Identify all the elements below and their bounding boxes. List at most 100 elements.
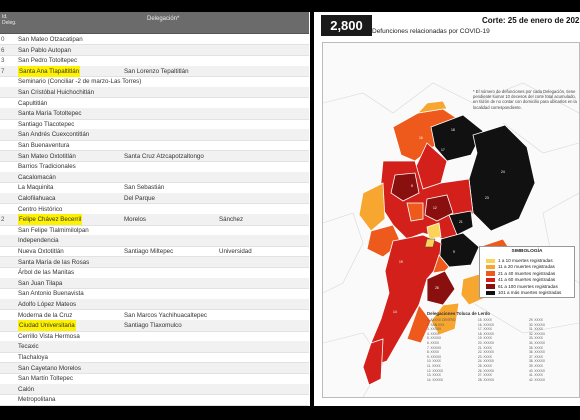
- map-frame: 24 23 21 17 18 5 12 9 19 14 28 16 * El número de…: [322, 42, 580, 398]
- choropleth-map: 24 23 21 17 18 5 12 9 19 14 28 16: [323, 82, 579, 397]
- legend-label: 21 a 40 muertes registradas: [498, 270, 556, 276]
- delegation-entry: 10. XXXX: [427, 359, 441, 364]
- delegation-entry: 19. XXXX: [478, 336, 492, 341]
- table-row[interactable]: San Cristóbal Huichochitlán: [0, 87, 309, 99]
- row-delegacion: Calofilahuaca: [18, 195, 56, 202]
- delegation-list-columns: 1. AXXXX CENTRO 2. SAN XXX 3. XXXXX 4. XXXX…: [427, 318, 577, 382]
- legend-label: 41 a 60 muertes registradas: [498, 277, 556, 283]
- delegation-list-title: Delegaciones Toluca de Lerdo: [427, 311, 491, 316]
- table-row[interactable]: Ciudad Universitaria Santiago Tlaxomulco: [0, 320, 309, 332]
- row-delegacion: Felipe Chávez Becerril: [18, 214, 83, 226]
- table-row[interactable]: Independencia: [0, 235, 309, 247]
- delegation-entry: 18. XXXXX: [478, 331, 494, 336]
- row-delegacion: Metropolitana: [18, 396, 56, 404]
- row-delegacion: Moderna de la Cruz: [18, 311, 73, 319]
- legend-swatch: [486, 284, 495, 289]
- delegation-entry: 14. XXXXX: [427, 377, 443, 382]
- svg-text:12: 12: [433, 206, 437, 210]
- row-delegacion: Calón: [18, 385, 35, 393]
- delegation-entry: 30. XXXXX: [529, 322, 545, 327]
- table-row[interactable]: San Juan Tilapa: [0, 277, 309, 290]
- row-delegacion: San Antonio Buenavista: [18, 290, 84, 298]
- legend-item: 101 a más muertes registradas: [486, 290, 561, 296]
- row-delegacion: Tlachaloya: [18, 354, 48, 361]
- svg-text:9: 9: [453, 250, 455, 254]
- row-delegacion: San Cristóbal Huichochitlán: [18, 89, 95, 96]
- table-row[interactable]: Cacalomacán: [0, 171, 309, 184]
- row-delegacion: San Pablo Autopan: [18, 46, 71, 54]
- row-delegacion: Seminario (Conciliar -2 de marzo-Las Tor…: [18, 78, 142, 86]
- delegation-entry: 7. XXXXX: [427, 345, 442, 350]
- row-delegacion: Adolfo López Mateos: [18, 301, 77, 308]
- delegation-entry: 22. XXXXX: [478, 350, 494, 355]
- svg-text:17: 17: [441, 148, 445, 152]
- map-panel: 2,800 Corte: 25 de enero de 2021 Defunci…: [310, 12, 580, 406]
- cutoff-date: Corte: 25 de enero de 2021: [482, 16, 580, 25]
- legend-swatch: [486, 271, 495, 276]
- row-delegacion: Santiago Tlacotepec: [18, 120, 75, 128]
- table-row[interactable]: Calofilahuaca Del Parque: [0, 193, 309, 205]
- row-delegacion: San Pedro Totoltepec: [18, 57, 78, 65]
- delegation-entry: 38. XXXXX: [529, 359, 545, 364]
- delegation-entry: 17. XXXX: [478, 327, 492, 332]
- legend-title: SIMBOLOGÍA: [511, 249, 543, 254]
- row-delegacion-2: San Marcos Yachihuacaltepec: [124, 311, 208, 319]
- legend-label: 11 a 20 muertes registradas: [498, 264, 555, 270]
- row-id: 3: [1, 57, 5, 65]
- delegation-entry: 9. XXXXX: [427, 354, 442, 359]
- map-note: * El número de defunciones por cada Dele…: [473, 89, 577, 110]
- table-row[interactable]: Adolfo López Mateos: [0, 299, 309, 311]
- svg-text:24: 24: [501, 170, 505, 174]
- row-delegacion: Cerrillo Vista Hermosa: [18, 332, 80, 340]
- row-delegacion: Ciudad Universitaria: [18, 320, 76, 332]
- row-delegacion: San Mateo Otzacatipan: [18, 36, 83, 43]
- delegation-entry: 23. XXXX: [478, 354, 492, 359]
- delegation-list: Delegaciones Toluca de Lerdo 1. AXXXX CE…: [427, 311, 577, 395]
- table-row[interactable]: San Cayetano Morelos: [0, 362, 309, 374]
- table-row[interactable]: San Mateo Oxtotitlán Santa Cruz Atzcapotz…: [0, 150, 309, 162]
- delegation-entry: 33. XXXX: [529, 336, 543, 341]
- table-row[interactable]: San Andrés Cuexcontitlán: [0, 129, 309, 141]
- row-delegacion-3: Universidad: [219, 248, 252, 255]
- row-delegacion-2: San Sebastián: [124, 184, 165, 192]
- delegation-entry: 8. XXXX: [427, 350, 440, 355]
- row-delegacion: Santa María Totoltepec: [18, 110, 82, 118]
- delegation-entry: 37. XXXX: [529, 354, 543, 359]
- delegation-entry: 42. XXXXX: [529, 377, 545, 382]
- table-row[interactable]: 2 Felipe Chávez Becerril Morelos Sánchez: [0, 214, 309, 226]
- table-row[interactable]: 7 Santa Ana Tlapaltitlán San Lorenzo Tepal…: [0, 65, 309, 78]
- delegation-list-column: 29. XXXX 30. XXXXX 31. XXXX 32. XXXXX 33. XX…: [529, 318, 577, 382]
- table-row[interactable]: Calón: [0, 383, 309, 396]
- row-delegacion-2: Santiago Tlaxomulco: [124, 322, 182, 330]
- delegation-list-column: 15. XXXX 16. XXXXX 17. XXXX 18. XXXXX 19. XX…: [478, 318, 526, 382]
- delegation-entry: 11. XXXX: [427, 363, 441, 368]
- delegation-entry: 13. XXXX: [427, 373, 441, 378]
- row-delegacion-2: Santiago Miltepec: [124, 248, 174, 255]
- row-delegacion: Nueva Oxtotitlán: [18, 248, 64, 255]
- total-deaths-badge: 2,800: [321, 15, 372, 36]
- delegation-entry: 12. XXXXX: [427, 368, 443, 373]
- svg-text:28: 28: [435, 286, 439, 290]
- row-delegacion-2: Santa Cruz Atzcapotzaltongo: [124, 152, 204, 160]
- delegation-entry: 35. XXXX: [529, 345, 543, 350]
- svg-text:5: 5: [411, 184, 413, 188]
- table-row[interactable]: 6 San Pablo Autopan: [0, 44, 309, 56]
- delegation-entry: 34. XXXXX: [529, 340, 545, 345]
- legend-item: 61 a 100 muertes registradas: [486, 284, 558, 289]
- delegation-entry: 24. XXXXX: [478, 359, 494, 364]
- legend-swatch: [486, 264, 495, 270]
- table-row[interactable]: Metropolitana: [0, 394, 309, 406]
- row-delegacion: La Maquinita: [18, 184, 54, 192]
- row-id: 7: [1, 67, 5, 75]
- table-row[interactable]: Santa María Totoltepec: [0, 108, 309, 120]
- row-id: 2: [1, 216, 5, 224]
- row-delegacion-2: San Lorenzo Tepaltitlán: [124, 67, 189, 75]
- table-row[interactable]: Santa María de las Rosas: [0, 256, 309, 268]
- svg-text:21: 21: [459, 220, 463, 224]
- legend-swatch: [486, 277, 495, 283]
- row-id: 0: [1, 36, 5, 43]
- row-delegacion: San Cayetano Morelos: [18, 364, 81, 372]
- delegation-entry: 5. XXXXX: [427, 336, 442, 341]
- table-row[interactable]: Tecaxic: [0, 341, 309, 353]
- row-delegacion: Barrios Tradicionales: [18, 163, 76, 171]
